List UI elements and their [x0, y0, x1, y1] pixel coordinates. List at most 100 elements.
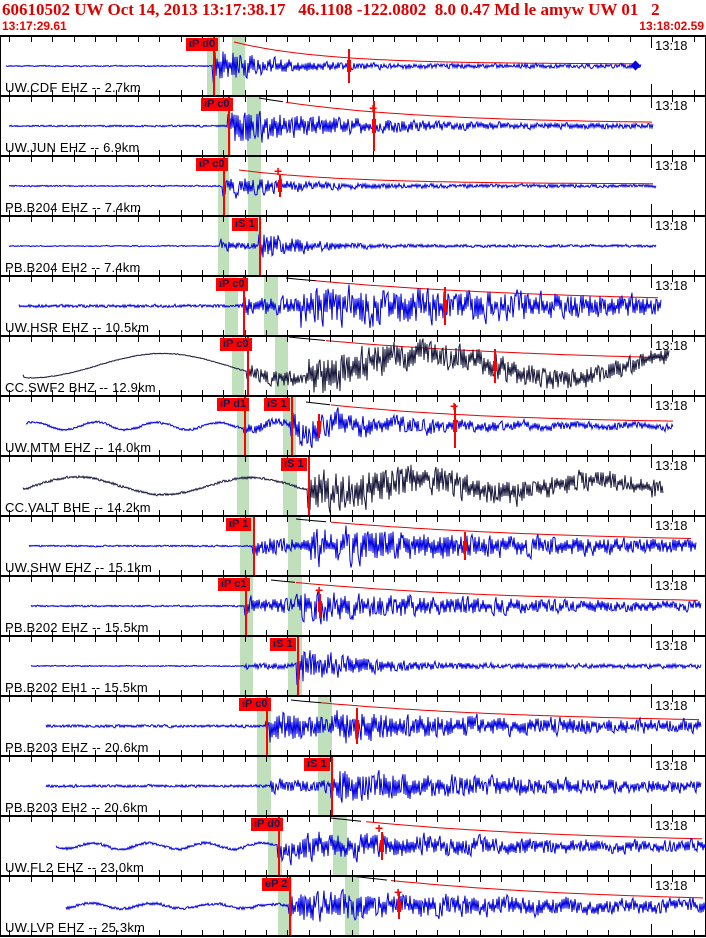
second-tick-top	[480, 517, 481, 522]
second-tick-bottom	[501, 330, 502, 335]
second-tick-bottom	[480, 270, 481, 275]
second-tick-bottom	[630, 750, 631, 755]
pick-label[interactable]: iP c0	[239, 698, 271, 711]
second-tick-bottom	[266, 330, 267, 335]
trace-panel[interactable]: 13:18 iS 1 PB.B202 EH1 -- 15.5km	[1, 635, 705, 695]
trace-panel[interactable]: 13:18 iP c0 + PB.B204 EHZ -- 7.4km	[1, 155, 705, 215]
pick-marker-line[interactable]	[266, 697, 268, 755]
second-tick-top	[459, 37, 460, 42]
pick-marker-line[interactable]	[308, 457, 310, 515]
second-tick-top	[694, 637, 695, 642]
pick-label[interactable]: iS 1	[232, 218, 258, 231]
second-tick-bottom	[159, 690, 160, 695]
second-tick-top	[181, 697, 182, 702]
trace-panel[interactable]: 13:18 iP d0 + UW.FL2 EHZ -- 23.0km	[1, 815, 705, 875]
pick-marker-line[interactable]	[245, 577, 247, 635]
second-tick-top	[138, 757, 139, 762]
trace-panel[interactable]: 13:18 iP c1 + PB.B202 EHZ -- 15.5km	[1, 575, 705, 635]
pick-label[interactable]: iP c1	[218, 578, 250, 591]
waveform[interactable]	[1, 217, 705, 275]
waveform[interactable]	[1, 157, 705, 215]
second-tick-bottom	[245, 750, 246, 755]
waveform[interactable]	[1, 757, 705, 815]
pick-label[interactable]: iP d1	[217, 398, 250, 411]
waveform[interactable]	[1, 577, 705, 635]
waveform[interactable]	[1, 877, 705, 935]
pick-marker-line[interactable]	[244, 397, 246, 455]
second-tick-top	[31, 637, 32, 642]
trace-panel[interactable]: 13:18 iP 1 UW.SHW EHZ -- 15.1km	[1, 515, 705, 575]
waveform[interactable]	[1, 337, 705, 395]
trace-panel[interactable]: 13:18 iS 1 PB.B204 EH2 -- 7.4km	[1, 215, 705, 275]
pick-label[interactable]: iS 1	[270, 638, 296, 651]
trace-panel[interactable]: 13:18 iP d0 UW.CDF EHZ -- 2.7km	[1, 35, 705, 95]
pick-label[interactable]: eP 2	[262, 878, 291, 891]
pick-label[interactable]: iS 1	[281, 458, 307, 471]
waveform[interactable]	[1, 697, 705, 755]
station-label: PB.B203 EHZ -- 20.6km	[5, 740, 149, 755]
pick-label[interactable]: iP 1	[226, 518, 252, 531]
pick-label[interactable]: iP d0	[186, 38, 219, 51]
second-tick-bottom	[651, 684, 652, 695]
second-tick-top	[352, 697, 353, 702]
trace-panel[interactable]: 13:18 iS 1 CC.VALT BHE -- 14.2km	[1, 455, 705, 515]
minute-label: 13:18	[655, 518, 688, 533]
trace-panel[interactable]: 13:18 iP c0 PB.B203 EHZ -- 20.6km	[1, 695, 705, 755]
second-tick-top	[566, 517, 567, 522]
pick-marker-line[interactable]	[253, 517, 255, 575]
trace-panel[interactable]: 13:18 iP c0 + UW.JUN EHZ -- 6.9km	[1, 95, 705, 155]
second-tick-bottom	[181, 510, 182, 515]
second-tick-bottom	[223, 750, 224, 755]
waveform[interactable]	[1, 277, 705, 335]
plus-marker: +	[375, 820, 384, 836]
pick-marker-line[interactable]	[259, 217, 261, 275]
trace-panel[interactable]: 13:18 iP d1 iS 1 + UW.MTM EHZ -- 14.0km	[1, 395, 705, 455]
amplitude-marker-thick	[278, 180, 282, 192]
second-tick-top	[523, 757, 524, 762]
second-tick-bottom	[587, 750, 588, 755]
pick-marker-line[interactable]	[278, 817, 280, 875]
pick-marker-line[interactable]	[213, 37, 215, 95]
trace-panel[interactable]: 13:18 iP c0 CC.SWF2 BHZ -- 12.9km	[1, 335, 705, 395]
pick-label[interactable]: iS 1	[304, 758, 330, 771]
second-tick-bottom	[608, 150, 609, 155]
second-tick-bottom	[672, 390, 673, 395]
second-tick-top	[159, 157, 160, 162]
trace-panel[interactable]: 13:18 eP 2 + UW.LVP EHZ -- 25.3km	[1, 875, 705, 937]
waveform[interactable]	[1, 97, 705, 155]
pick-marker-line[interactable]	[228, 97, 230, 155]
waveform[interactable]	[1, 637, 705, 695]
waveform[interactable]	[1, 517, 705, 575]
second-tick-top	[181, 277, 182, 282]
second-tick-bottom	[608, 690, 609, 695]
pick-label[interactable]: iP c0	[216, 278, 248, 291]
second-tick-top	[587, 517, 588, 522]
second-tick-bottom	[309, 450, 310, 455]
second-tick-bottom	[566, 870, 567, 875]
pick-label[interactable]: iS 1	[264, 398, 290, 411]
second-tick-top	[630, 457, 631, 462]
pick-marker-line[interactable]	[247, 337, 249, 395]
waveform[interactable]	[1, 397, 705, 455]
waveform[interactable]	[1, 457, 705, 515]
pick-label[interactable]: iP d0	[251, 818, 284, 831]
pick-label[interactable]: iP c0	[201, 98, 233, 111]
second-tick-bottom	[459, 870, 460, 875]
pick-marker-line[interactable]	[243, 277, 245, 335]
pick-marker-line[interactable]	[291, 397, 293, 455]
pick-marker-line[interactable]	[289, 877, 291, 935]
second-tick-top	[202, 817, 203, 822]
waveform[interactable]	[1, 37, 705, 95]
pick-label[interactable]: iP c0	[220, 338, 252, 351]
phase-window-band	[237, 457, 249, 515]
second-tick-bottom	[437, 90, 438, 95]
trace-panel[interactable]: 13:18 iS 1 PB.B203 EH2 -- 20.6km	[1, 755, 705, 815]
trace-panel[interactable]: 13:18 iP c0 UW.HSR EHZ -- 10.5km	[1, 275, 705, 335]
pick-marker-line[interactable]	[297, 637, 299, 695]
second-tick-top	[587, 577, 588, 582]
pick-label[interactable]: iP c0	[196, 158, 228, 171]
second-tick-top	[138, 697, 139, 702]
second-tick-top	[394, 757, 395, 762]
pick-marker-line[interactable]	[331, 757, 333, 815]
pick-marker-line[interactable]	[223, 157, 225, 215]
